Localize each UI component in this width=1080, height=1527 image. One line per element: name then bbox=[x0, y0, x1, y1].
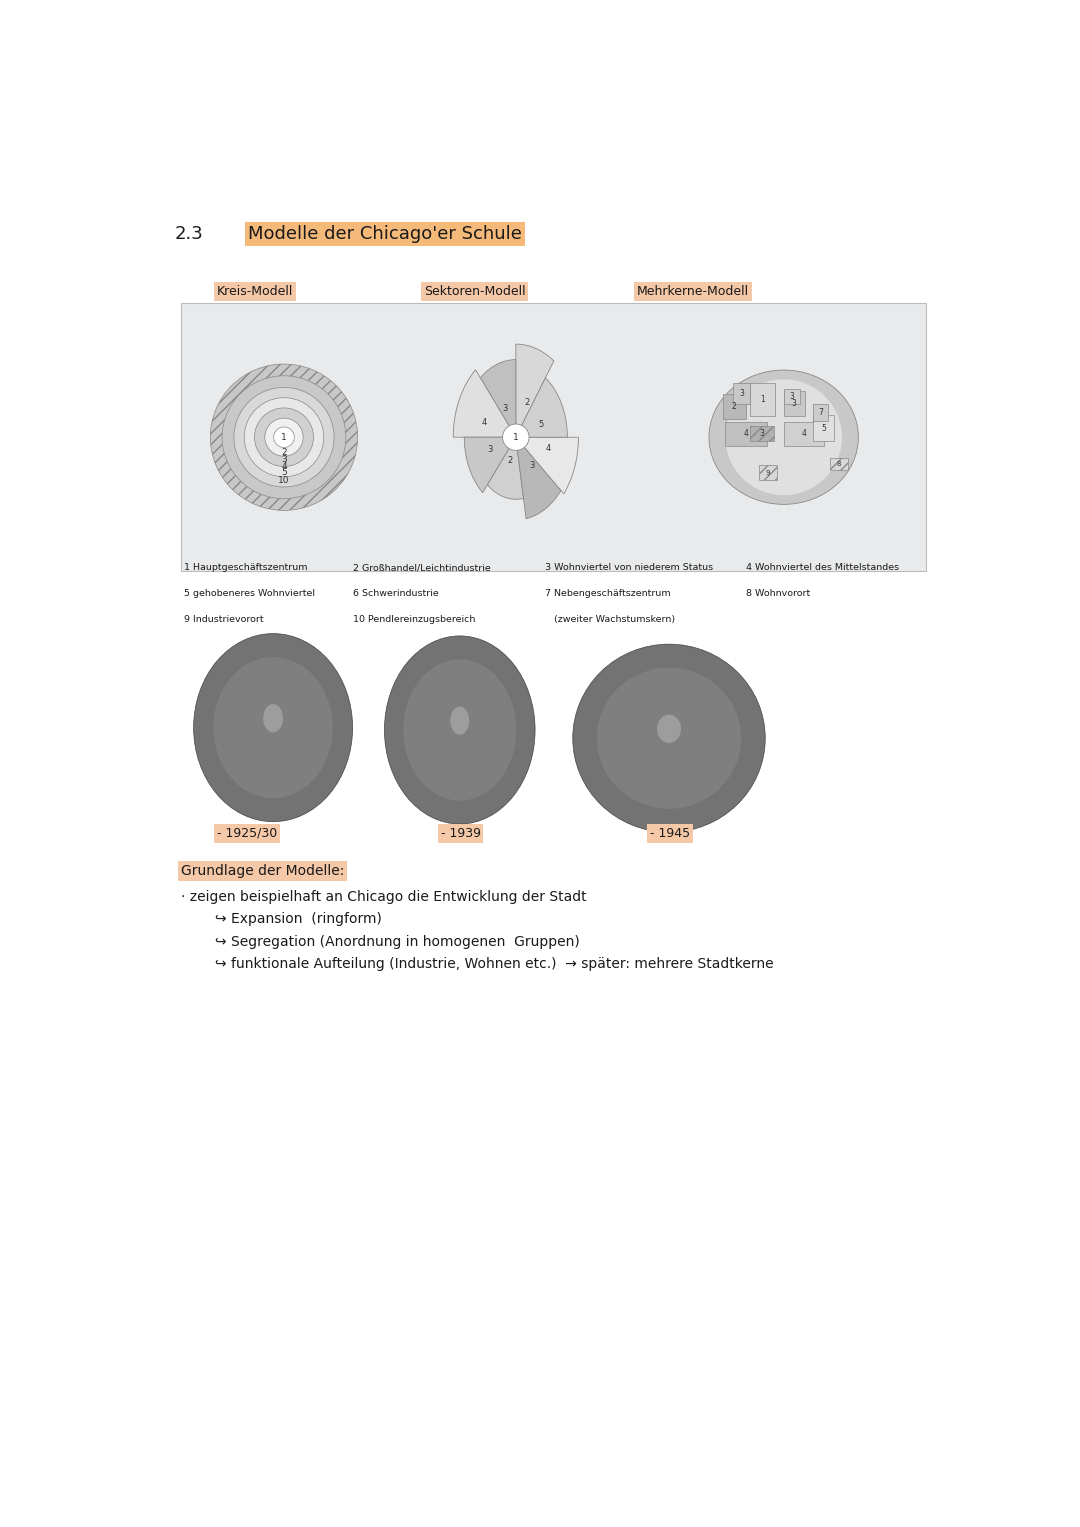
Text: ↪ Segregation (Anordnung in homogenen  Gruppen): ↪ Segregation (Anordnung in homogenen Gr… bbox=[215, 935, 579, 948]
Text: 4: 4 bbox=[545, 444, 551, 454]
Text: 3: 3 bbox=[281, 455, 287, 464]
Wedge shape bbox=[481, 360, 516, 437]
Wedge shape bbox=[454, 370, 516, 437]
Text: 2: 2 bbox=[524, 399, 529, 408]
Text: 2: 2 bbox=[281, 449, 287, 458]
Ellipse shape bbox=[193, 634, 352, 822]
Ellipse shape bbox=[244, 397, 324, 476]
Text: 6 Schwerindustrie: 6 Schwerindustrie bbox=[352, 589, 438, 599]
Text: 5: 5 bbox=[538, 420, 543, 429]
Ellipse shape bbox=[708, 370, 859, 504]
Ellipse shape bbox=[214, 657, 333, 799]
FancyBboxPatch shape bbox=[784, 423, 824, 446]
FancyBboxPatch shape bbox=[758, 466, 777, 481]
Text: ↪ funktionale Aufteilung (Industrie, Wohnen etc.)  → später: mehrere Stadtkerne: ↪ funktionale Aufteilung (Industrie, Woh… bbox=[215, 957, 773, 971]
Text: 7: 7 bbox=[818, 408, 823, 417]
Ellipse shape bbox=[502, 425, 529, 450]
Text: 4: 4 bbox=[281, 461, 287, 470]
FancyBboxPatch shape bbox=[813, 415, 834, 441]
Text: 3 Wohnviertel von niederem Status: 3 Wohnviertel von niederem Status bbox=[545, 563, 713, 573]
Wedge shape bbox=[516, 437, 561, 519]
Text: 8: 8 bbox=[837, 461, 841, 467]
Text: - 1925/30: - 1925/30 bbox=[217, 828, 278, 840]
Text: 10: 10 bbox=[279, 476, 289, 486]
Text: ↪ Expansion  (ringform): ↪ Expansion (ringform) bbox=[215, 912, 381, 927]
FancyBboxPatch shape bbox=[733, 383, 751, 405]
Text: 3: 3 bbox=[740, 389, 744, 399]
Text: 3: 3 bbox=[792, 400, 797, 408]
Text: Kreis-Modell: Kreis-Modell bbox=[217, 286, 294, 298]
Text: Grundlage der Modelle:: Grundlage der Modelle: bbox=[181, 864, 345, 878]
Text: 1: 1 bbox=[760, 395, 765, 405]
Text: 5 gehobeneres Wohnviertel: 5 gehobeneres Wohnviertel bbox=[184, 589, 314, 599]
FancyBboxPatch shape bbox=[829, 458, 848, 470]
Text: 5: 5 bbox=[821, 423, 826, 432]
Wedge shape bbox=[516, 437, 579, 493]
FancyBboxPatch shape bbox=[751, 383, 775, 417]
Text: Sektoren-Modell: Sektoren-Modell bbox=[423, 286, 525, 298]
Text: 4: 4 bbox=[482, 418, 487, 428]
Text: 3: 3 bbox=[487, 444, 492, 454]
Text: · zeigen beispielhaft an Chicago die Entwicklung der Stadt: · zeigen beispielhaft an Chicago die Ent… bbox=[181, 890, 586, 904]
FancyBboxPatch shape bbox=[784, 389, 800, 405]
Text: 2: 2 bbox=[507, 457, 512, 466]
Text: 3: 3 bbox=[759, 429, 765, 438]
Ellipse shape bbox=[264, 704, 283, 733]
Ellipse shape bbox=[597, 667, 741, 809]
Wedge shape bbox=[487, 437, 524, 499]
Text: 3: 3 bbox=[789, 392, 795, 402]
Wedge shape bbox=[516, 344, 554, 437]
Text: 4: 4 bbox=[743, 429, 748, 438]
Text: 2 Großhandel/Leichtindustrie: 2 Großhandel/Leichtindustrie bbox=[352, 563, 490, 573]
Ellipse shape bbox=[572, 644, 766, 832]
Ellipse shape bbox=[403, 660, 516, 800]
Text: 2: 2 bbox=[732, 402, 737, 411]
Text: (zweiter Wachstumskern): (zweiter Wachstumskern) bbox=[545, 615, 675, 623]
FancyBboxPatch shape bbox=[784, 391, 805, 417]
Text: 8 Wohnvorort: 8 Wohnvorort bbox=[746, 589, 810, 599]
Text: - 1939: - 1939 bbox=[441, 828, 481, 840]
Ellipse shape bbox=[273, 428, 294, 447]
Text: 1: 1 bbox=[513, 432, 518, 441]
Ellipse shape bbox=[265, 418, 303, 457]
Ellipse shape bbox=[450, 707, 469, 734]
Text: Modelle der Chicago'er Schule: Modelle der Chicago'er Schule bbox=[248, 224, 522, 243]
FancyBboxPatch shape bbox=[751, 426, 773, 441]
Text: 1 Hauptgeschäftszentrum: 1 Hauptgeschäftszentrum bbox=[184, 563, 307, 573]
Text: 7 Nebengeschäftszentrum: 7 Nebengeschäftszentrum bbox=[545, 589, 671, 599]
Text: Mehrkerne-Modell: Mehrkerne-Modell bbox=[637, 286, 750, 298]
Text: 2.3: 2.3 bbox=[174, 224, 203, 243]
FancyBboxPatch shape bbox=[181, 304, 926, 571]
Ellipse shape bbox=[255, 408, 313, 466]
FancyBboxPatch shape bbox=[725, 423, 767, 446]
Text: 9: 9 bbox=[766, 470, 770, 476]
Text: 3: 3 bbox=[503, 405, 508, 414]
Text: 4 Wohnviertel des Mittelstandes: 4 Wohnviertel des Mittelstandes bbox=[746, 563, 900, 573]
Text: 4: 4 bbox=[801, 429, 806, 438]
FancyBboxPatch shape bbox=[723, 394, 746, 418]
Ellipse shape bbox=[234, 388, 334, 487]
Ellipse shape bbox=[384, 635, 535, 825]
Ellipse shape bbox=[657, 715, 681, 744]
Ellipse shape bbox=[211, 363, 357, 510]
Text: 5: 5 bbox=[281, 469, 287, 478]
Ellipse shape bbox=[222, 376, 346, 499]
Text: - 1945: - 1945 bbox=[650, 828, 690, 840]
Text: 10 Pendlereinzugsbereich: 10 Pendlereinzugsbereich bbox=[352, 615, 475, 623]
Text: 9 Industrievorort: 9 Industrievorort bbox=[184, 615, 264, 623]
Text: 3: 3 bbox=[529, 461, 535, 470]
Wedge shape bbox=[464, 437, 516, 493]
FancyBboxPatch shape bbox=[813, 405, 828, 420]
Wedge shape bbox=[516, 377, 567, 437]
Text: 1: 1 bbox=[281, 432, 287, 441]
Ellipse shape bbox=[726, 379, 842, 495]
